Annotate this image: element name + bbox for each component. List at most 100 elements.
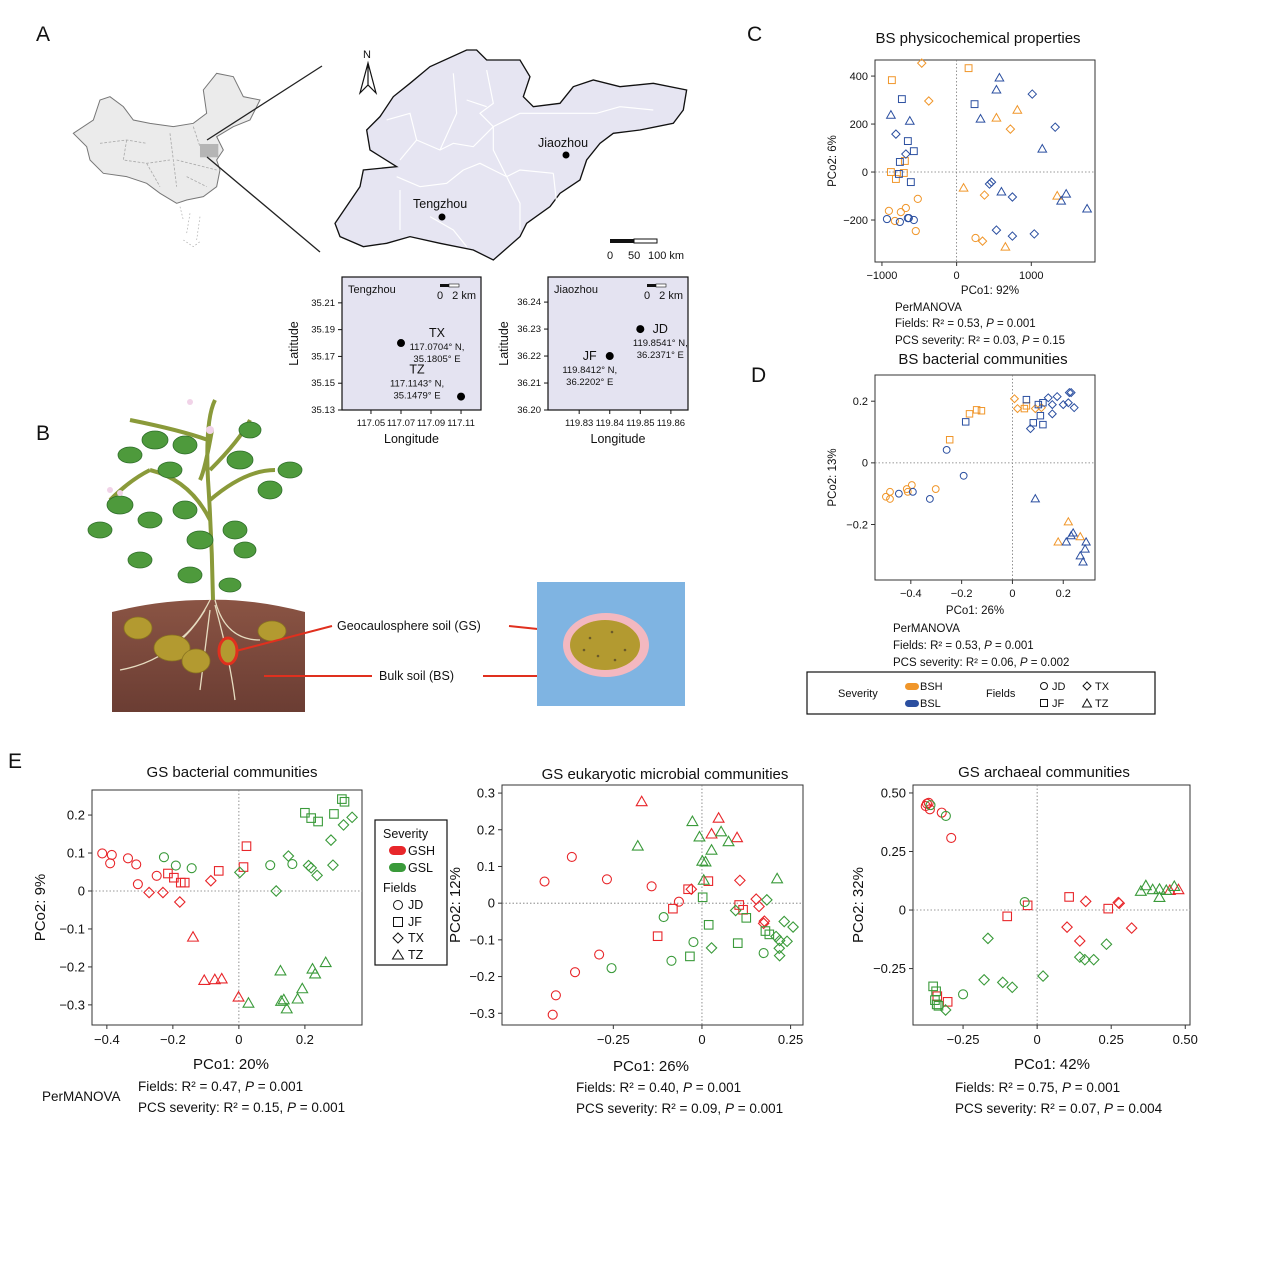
y-tick-label: 0 [899, 903, 906, 918]
legend-label-gsl: GSL [408, 861, 433, 875]
data-point-tx [1005, 124, 1016, 134]
y-axis-label: Latitude [287, 321, 301, 366]
inset-scale-bar [440, 284, 449, 287]
legend-label-jf: JF [1052, 698, 1065, 710]
series-gsh-tx [143, 874, 217, 908]
data-point-jd [894, 489, 903, 498]
panel-label-b: B [36, 422, 50, 445]
map-scale-bar: 0 50 100 km [607, 238, 684, 262]
plot-frame [91, 789, 363, 1026]
data-point-tz [730, 831, 744, 843]
y-tick-label: −0.3 [469, 1006, 495, 1021]
data-point-jf [179, 877, 190, 888]
data-point-tz [277, 993, 291, 1005]
data-point-jf [1039, 399, 1047, 407]
series-gsl-jf [300, 794, 350, 827]
pcoa-charts: BS physicochemical properties −1000 0 1000 −… [32, 30, 1198, 1116]
data-point-jd [909, 215, 918, 225]
series-gsl-tz [631, 814, 784, 885]
y-tick-label: 0.1 [67, 846, 85, 861]
data-point-jd [946, 832, 957, 843]
stat-r2: R² = 0.15, [224, 1100, 287, 1115]
data-point-tz [319, 956, 333, 968]
x-axis-label: Longitude [384, 432, 439, 446]
stat-p-symbol: P [1104, 1101, 1113, 1116]
x-tick-label: 0 [235, 1032, 242, 1047]
stat-label: PCS severity: [895, 335, 968, 347]
data-point-tx [705, 941, 718, 954]
inset-scale-bar [448, 283, 460, 288]
data-point-tz [1075, 550, 1086, 560]
stat-r2: R² = 0.09, [662, 1101, 725, 1116]
x-tick-label: −0.25 [947, 1032, 980, 1047]
inset-frame [341, 276, 482, 411]
stat-p-value: = 0.001 [1071, 1080, 1120, 1095]
data-point-jf [899, 169, 908, 177]
data-point-tx [1006, 981, 1019, 994]
y-axis-label: PCo2: 12% [447, 867, 464, 943]
data-point-tz [1055, 195, 1067, 205]
inset-map-jiaozhou: Jiaozhou 0 2 km 119.83 119.84 119.85 119.86 36.… [497, 276, 689, 446]
data-point-tz [208, 973, 222, 985]
data-point-jd [911, 226, 920, 236]
data-point-tx [733, 874, 746, 887]
circle-icon [1040, 682, 1048, 690]
data-point-tx [982, 932, 994, 945]
pcoa-chart-3: GS bacterial communities −0.4 −0.2 0 0.2 −0.3… [32, 764, 363, 1115]
y-tick-label: 35.21 [311, 298, 335, 309]
data-point-jf [1039, 420, 1047, 429]
pcoa-chart-5: GS archaeal communities −0.25 0 0.25 0.50 −0.… [850, 764, 1198, 1116]
data-point-tz [686, 814, 699, 827]
data-point-tx [753, 900, 765, 913]
pcoa-chart-2: BS bacterial communities −0.4 −0.2 0 0.2 −0.2… [827, 351, 1096, 669]
data-point-tz [295, 982, 309, 994]
data-point-jd [908, 487, 917, 496]
data-point-tz [1000, 241, 1011, 251]
data-point-tz [722, 835, 735, 847]
stat-p-symbol: P [245, 1079, 254, 1094]
x-tick-label: 117.05 [357, 418, 385, 429]
data-point-tx [204, 874, 217, 887]
data-point-jd [287, 858, 298, 870]
data-point-tx [327, 859, 339, 872]
legend-label-bsh: BSH [920, 681, 943, 693]
legend-label-jd: JD [1052, 681, 1066, 693]
data-point-tz [697, 873, 711, 885]
legend-bs: Severity BSH BSL Fields JD JF TX TZ [806, 671, 1156, 715]
y-tick-label: 0.2 [67, 808, 85, 823]
stat-p-value: = 0.001 [254, 1079, 303, 1094]
data-point-jd [539, 876, 550, 887]
stat-r2: R² = 0.06, [966, 657, 1020, 669]
y-tick-label: 36.24 [517, 297, 541, 308]
data-point-tz [631, 839, 645, 851]
data-point-tz [705, 843, 718, 855]
legend-label-tz: TZ [1095, 698, 1109, 710]
data-point-jf [697, 892, 708, 903]
x-tick-label: −0.2 [160, 1032, 186, 1047]
data-point-jd [151, 870, 162, 881]
series-gsl-jd [158, 852, 298, 874]
data-point-tx [157, 886, 169, 899]
series-gsl-jd [925, 800, 1030, 1000]
x-tick-label: 0.25 [1099, 1032, 1124, 1047]
data-point-tx [1066, 387, 1076, 398]
data-point-jf [703, 919, 714, 930]
x-tick-label: 0 [954, 270, 960, 282]
permanova-stat: PCS severity: R² = 0.06, P = 0.002 [893, 657, 1069, 669]
series-gsl-tz [1134, 879, 1181, 902]
y-tick-label: 0.3 [477, 786, 495, 801]
data-point-tz [991, 84, 1002, 94]
legend-label-tx: TX [408, 931, 425, 945]
data-point-tx [760, 893, 773, 906]
data-point-jf [741, 913, 752, 923]
stat-label: PCS severity: [576, 1101, 662, 1116]
data-point-tx [939, 1004, 952, 1016]
permanova-title: PerMANOVA [893, 623, 960, 635]
data-point-tz [1037, 143, 1048, 153]
data-point-jd [158, 852, 170, 863]
permanova-stat: Fields: R² = 0.53, P = 0.001 [895, 318, 1036, 330]
series-gsl-tx [939, 932, 1113, 1016]
chart-title: BS physicochemical properties [875, 30, 1080, 47]
data-point-jd [105, 858, 116, 869]
data-point-tx [1047, 399, 1057, 410]
